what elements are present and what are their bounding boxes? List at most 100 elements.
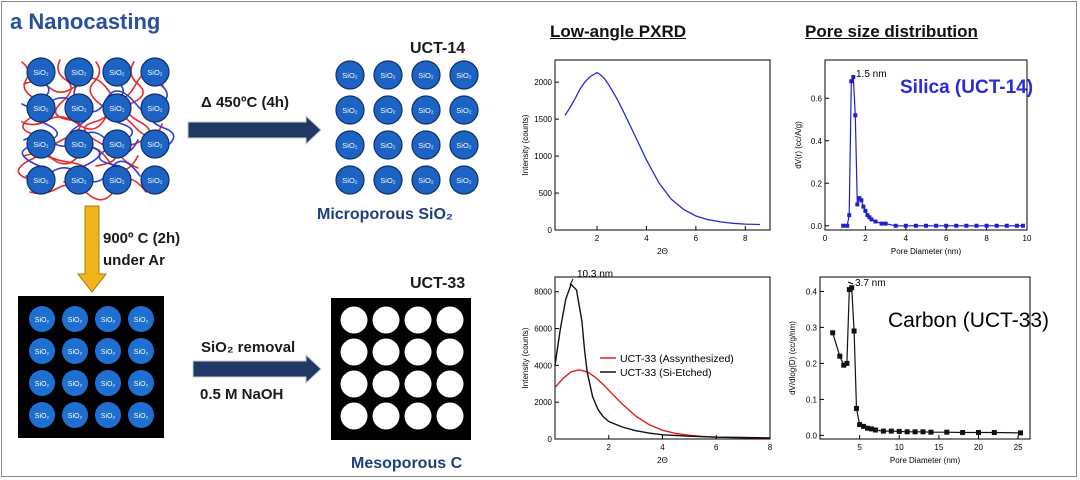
silica-sphere — [411, 130, 441, 160]
pxrd-carbon-chart: 2 4 6 8 0 2000 4000 6000 8000 2Θ Intensity (counts… — [521, 269, 773, 465]
silica-sphere-label: SiO₂ — [147, 68, 163, 77]
y-tick-label: 1500 — [534, 115, 552, 124]
silica-sphere — [411, 60, 441, 90]
series-line — [554, 369, 771, 439]
y-axis-label: Intensity (counts) — [521, 327, 530, 388]
silica-sphere-label: SiO₂ — [33, 104, 49, 113]
silica-sphere-label: SiO₂ — [35, 317, 50, 324]
pore — [340, 402, 368, 430]
silica-sphere-label: SiO₂ — [35, 349, 50, 356]
data-point — [855, 202, 860, 207]
psd-section-title: Pore size distribution — [805, 22, 978, 41]
silica-sphere-label: SiO₂ — [68, 413, 83, 420]
silica-sphere-label: SiO₂ — [101, 349, 116, 356]
silica-sphere-label: SiO₂ — [134, 317, 149, 324]
silica-sphere-label: SiO₂ — [418, 106, 434, 115]
data-point — [849, 285, 855, 291]
silica-sphere — [29, 402, 55, 428]
silica-sphere — [62, 338, 88, 364]
data-point — [944, 223, 949, 228]
material-title: Carbon (UCT-33) — [888, 309, 1049, 332]
silica-sphere-label: SiO₂ — [33, 176, 49, 185]
data-point — [964, 223, 969, 228]
plot-frame — [824, 59, 1028, 231]
silica-sphere — [335, 165, 365, 195]
data-point — [984, 223, 989, 228]
y-tick-label: 0.3 — [806, 323, 818, 332]
pore — [372, 370, 400, 398]
pore — [372, 306, 400, 334]
silica-sphere-label: SiO₂ — [109, 140, 125, 149]
composite-block: SiO₂ SiO₂ SiO₂ SiO₂ SiO₂ SiO₂ SiO₂ SiO₂ SiO₂ SiO₂… — [17, 57, 175, 201]
data-point — [841, 223, 846, 228]
data-point — [975, 430, 981, 436]
mesoporous-carbon-label: Mesoporous C — [351, 455, 463, 472]
x-tick-label: 20 — [974, 443, 983, 452]
pore — [340, 370, 368, 398]
data-point — [896, 428, 902, 434]
x-tick-label: 8 — [984, 234, 989, 243]
silica-sphere-label: SiO₂ — [380, 71, 396, 80]
silica-sphere — [26, 57, 56, 87]
data-point — [1014, 223, 1019, 228]
x-axis-label: 2Θ — [657, 247, 668, 256]
y-tick-label: 0.0 — [806, 431, 818, 440]
silica-sphere-label: SiO₂ — [342, 106, 358, 115]
silica-sphere-label: SiO₂ — [147, 104, 163, 113]
silica-sphere — [62, 370, 88, 396]
pore — [372, 402, 400, 430]
silica-sphere — [102, 93, 132, 123]
data-point — [857, 196, 862, 201]
x-axis-label: 2Θ — [657, 456, 668, 465]
silica-sphere-label: SiO₂ — [68, 349, 83, 356]
data-point — [851, 328, 857, 334]
pore — [436, 306, 464, 334]
y-tick-label: 0.6 — [811, 94, 823, 103]
y-tick-label: 1000 — [534, 152, 552, 161]
uct33-label: UCT-33 — [410, 275, 466, 292]
naoh-label: 0.5 M NaOH — [200, 386, 284, 403]
silica-sphere-label: SiO₂ — [418, 141, 434, 150]
plot-frame — [819, 276, 1031, 440]
data-point — [837, 353, 843, 359]
silica-sphere-label: SiO₂ — [134, 349, 149, 356]
annotation-leader — [847, 281, 854, 285]
silica-sphere — [102, 57, 132, 87]
data-point — [872, 427, 878, 433]
x-tick-label: 5 — [857, 443, 862, 452]
pore — [404, 402, 432, 430]
peak-annotation: 3.7 nm — [855, 278, 886, 289]
peak-annotation: 1.5 nm — [856, 69, 887, 80]
pore — [436, 370, 464, 398]
carbonization-temp-label: 900º C (2h) — [103, 230, 181, 247]
silica-sphere — [140, 129, 170, 159]
y-tick-label: 0.4 — [811, 137, 823, 146]
peak-annotation: 10.3 nm — [577, 269, 613, 280]
silica-sphere — [128, 370, 154, 396]
data-point — [954, 223, 959, 228]
silica-sphere — [140, 57, 170, 87]
silica-sphere-label: SiO₂ — [380, 141, 396, 150]
silica-sphere — [373, 165, 403, 195]
pore — [404, 370, 432, 398]
silica-sphere — [335, 60, 365, 90]
silica-sphere — [102, 129, 132, 159]
silica-sphere — [373, 60, 403, 90]
data-point — [873, 219, 878, 224]
silica-sphere-label: SiO₂ — [33, 68, 49, 77]
silica-sphere — [95, 306, 121, 332]
data-point — [853, 113, 858, 118]
x-tick-label: 2 — [595, 234, 600, 243]
y-tick-label: 8000 — [534, 288, 552, 297]
silica-sphere-label: SiO₂ — [101, 381, 116, 388]
pore — [436, 402, 464, 430]
data-point — [893, 223, 898, 228]
x-tick-label: 10 — [1023, 234, 1032, 243]
data-point — [861, 204, 866, 209]
silica-sphere-label: SiO₂ — [147, 140, 163, 149]
x-tick-label: 10 — [895, 443, 904, 452]
silica-sphere-label: SiO₂ — [68, 381, 83, 388]
silica-sphere-label: SiO₂ — [101, 317, 116, 324]
x-tick-label: 15 — [934, 443, 943, 452]
data-point — [913, 223, 918, 228]
